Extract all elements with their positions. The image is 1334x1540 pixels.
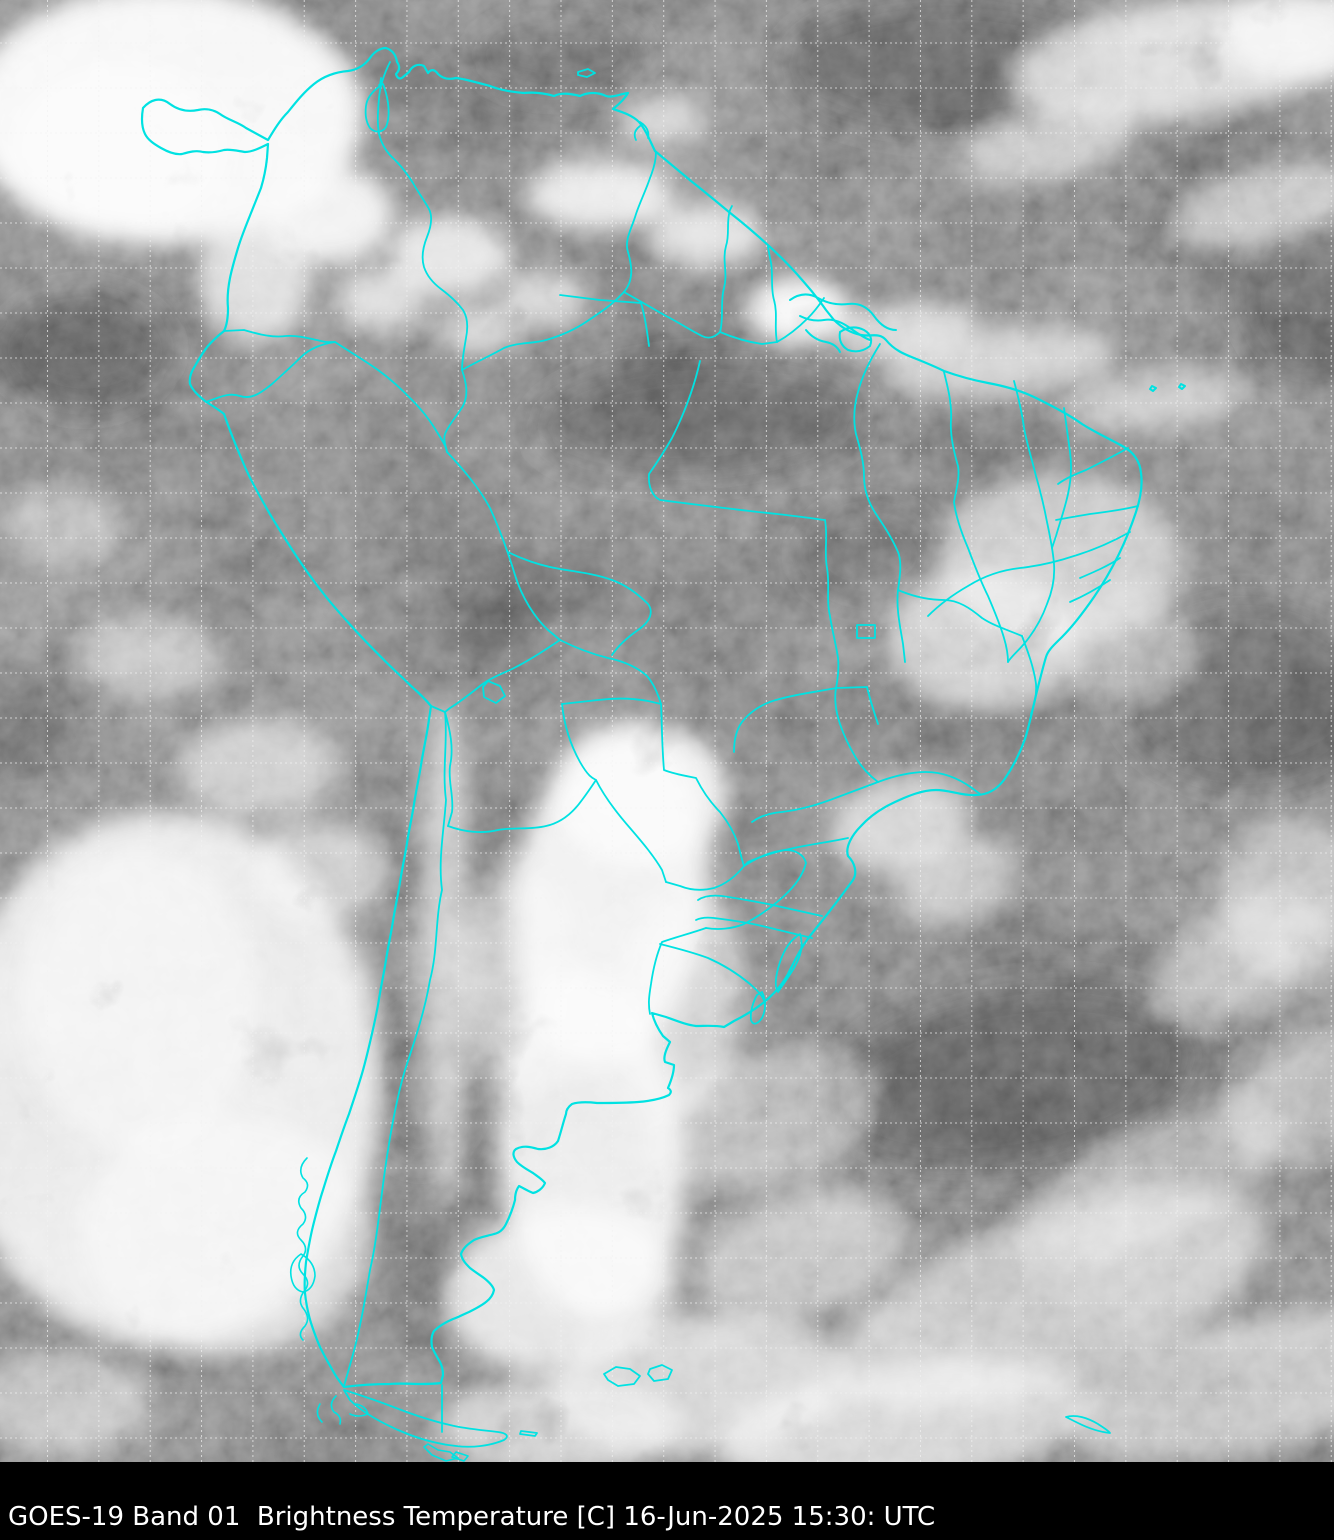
border-peru-chile — [430, 705, 446, 713]
border-paraguay-west — [561, 703, 667, 883]
amazon-delta-2 — [799, 315, 871, 341]
border-chile-argentina — [343, 711, 447, 1387]
border-colombia-peru — [334, 341, 448, 453]
border-peru-bolivia — [444, 639, 561, 713]
isla-margarita — [577, 68, 596, 78]
orinoco-delta — [633, 121, 650, 141]
fernando-noronha-1 — [1149, 385, 1157, 392]
state-pernambuco-bahia — [927, 531, 1131, 617]
chile-fjords — [296, 1157, 309, 1341]
state-minas-espiritosanto — [1021, 635, 1038, 715]
amazon-delta-3 — [805, 329, 841, 353]
border-guiana-brazil — [776, 297, 825, 343]
lagoa-mirim — [749, 991, 766, 1025]
border-venezuela-brazil — [461, 291, 625, 371]
border-bolivia-argentina — [447, 779, 597, 833]
state-santacatarina-rs — [695, 916, 813, 939]
amazon-delta-1 — [789, 293, 897, 331]
marajo-island — [838, 326, 873, 353]
south-georgia — [1065, 1415, 1111, 1434]
border-colombia-brazil — [443, 369, 468, 453]
state-saopaulo-minas — [751, 781, 879, 823]
chiloe-island — [289, 1253, 316, 1293]
graticule — [0, 0, 1334, 1462]
state-goias-crossline — [835, 686, 879, 725]
satellite-map — [0, 0, 1334, 1462]
state-piaui-ceara — [1007, 380, 1056, 663]
state-parana-santacatarina — [697, 894, 823, 917]
state-saopaulo-parana — [743, 837, 849, 867]
state-minas-north — [897, 589, 1023, 637]
falkland-west — [603, 1366, 641, 1387]
caption-label: GOES-19 Band 01 Brightness Temperature [… — [8, 1502, 936, 1532]
border-peru-brazil — [446, 451, 561, 641]
state-minas-rio — [877, 771, 981, 795]
border-guyana-brazil — [623, 291, 721, 339]
borders — [140, 46, 1186, 1462]
state-acre-rondonia — [507, 551, 652, 656]
tdf-south-islets — [423, 1443, 469, 1462]
state-maranhao-piaui — [943, 371, 1009, 663]
border-bolivia-chile — [444, 711, 454, 827]
fernando-noronha-2 — [1178, 383, 1186, 390]
state-paraiba-pernambuco — [1055, 505, 1139, 521]
distrito-federal — [856, 624, 876, 639]
state-para-tocantins — [824, 519, 840, 689]
state-matogrosso-line — [733, 687, 837, 753]
border-venezuela-guyana — [623, 151, 657, 293]
falkland-east — [647, 1364, 673, 1382]
state-rn-paraiba — [1057, 447, 1129, 485]
border-paraguay-north — [561, 697, 662, 705]
border-uruguay-river — [648, 927, 707, 1015]
lake-titicaca — [482, 680, 506, 704]
border-suriname-brazil — [719, 331, 778, 345]
caption-bar: GOES-19 Band 01 Brightness Temperature [… — [0, 1462, 1334, 1540]
border-guyana-suriname — [719, 205, 733, 333]
isla-de-los-estados — [519, 1430, 538, 1437]
magellan-squiggle-2 — [349, 1403, 369, 1417]
coastline-south-america — [140, 46, 1143, 1389]
border-suriname-guiana — [767, 246, 778, 343]
map-svg — [0, 0, 1334, 1462]
grain-layer — [0, 0, 1334, 1462]
state-amazonas-para — [647, 360, 826, 521]
lagoa-dos-patos — [774, 933, 803, 993]
state-goias-west — [834, 687, 879, 783]
border-paraguay-south — [665, 865, 745, 891]
state-alagoas-sergipe — [1079, 557, 1121, 579]
state-roraima-amazonas — [559, 294, 650, 347]
state-sergipe-bahia — [1069, 579, 1111, 603]
border-paraguay-east — [660, 703, 745, 867]
lake-maracaibo — [364, 77, 390, 133]
tierra-del-fuego — [343, 1389, 508, 1448]
border-colombia-ecuador — [223, 329, 336, 343]
border-bolivia-brazil — [559, 639, 662, 705]
magellan-squiggle-1 — [316, 1395, 342, 1425]
border-ecuador-peru — [205, 341, 336, 403]
